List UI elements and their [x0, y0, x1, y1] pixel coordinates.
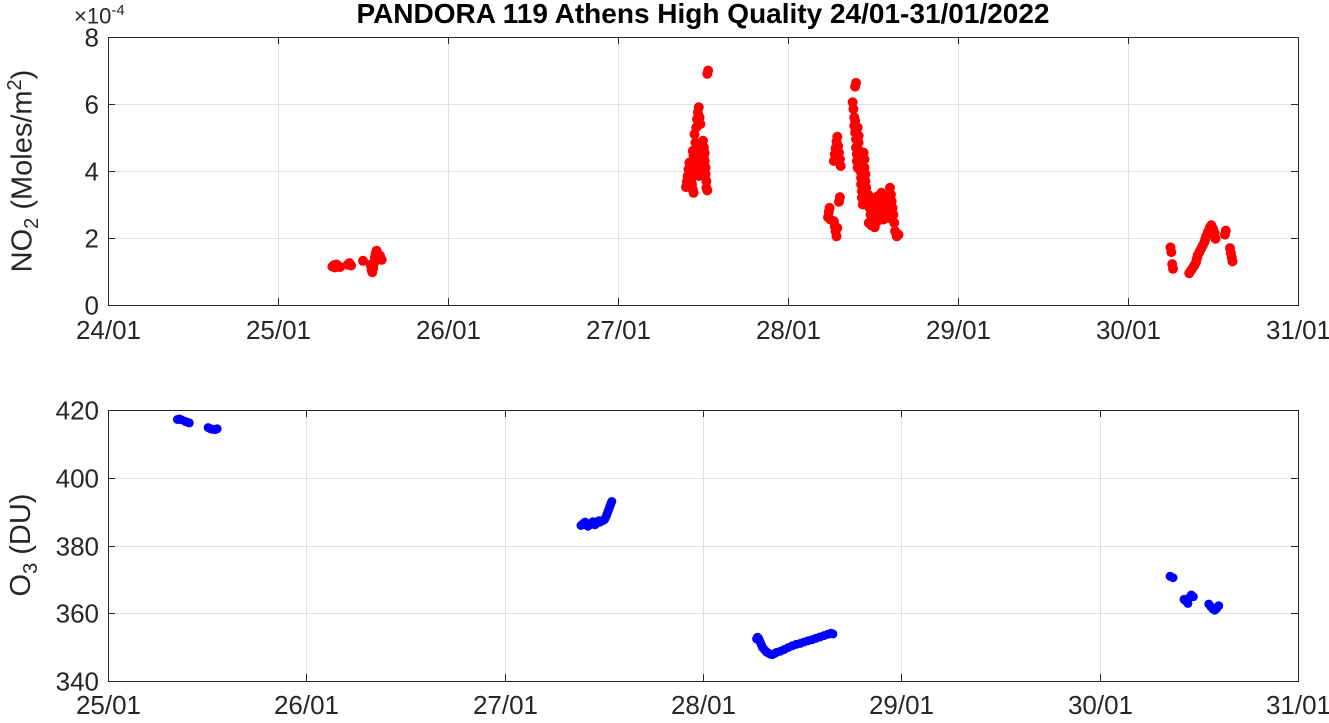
figure-title: PANDORA 119 Athens High Quality 24/01-31…: [356, 0, 1050, 29]
data-point: [607, 497, 617, 506]
y-tick-label: 360: [56, 599, 99, 629]
data-point: [832, 222, 843, 233]
x-tick-label: 28/01: [671, 690, 736, 720]
y-tick-label: 420: [56, 396, 99, 426]
data-point: [335, 262, 345, 273]
data-point: [1168, 263, 1178, 274]
data-point: [848, 104, 859, 114]
data-point: [1210, 233, 1221, 244]
data-point: [852, 122, 863, 133]
data-point: [346, 260, 357, 271]
data-point: [688, 187, 699, 198]
data-point: [832, 131, 843, 142]
y-tick-label: 340: [56, 667, 99, 697]
data-point: [1188, 592, 1198, 602]
x-tick-label: 31/01: [1266, 690, 1329, 720]
y-tick-label: 8: [85, 23, 99, 53]
x-tick-label: 24/01: [76, 315, 141, 345]
y-axis-exponent-label: ×10-4: [74, 2, 125, 29]
y-tick-label: 0: [85, 291, 99, 321]
x-tick-label: 29/01: [926, 315, 991, 345]
data-point: [690, 137, 701, 148]
x-tick-label: 27/01: [586, 315, 651, 345]
data-point: [1220, 225, 1231, 236]
x-tick-label: 25/01: [76, 690, 141, 720]
data-point: [893, 229, 904, 240]
axes-box: [108, 37, 1299, 306]
y-tick-label: 2: [85, 224, 99, 254]
o3-scatter-plot: 25/01 26/01 27/01 28/01 29/01 30/01 31/01 340 36…: [56, 396, 1329, 721]
x-tick-label: 30/01: [1068, 690, 1133, 720]
x-tick-label: 30/01: [1096, 315, 1161, 345]
no2-scatter-plot: 24/01 25/01 26/01 27/01 28/01 29/01 30/01 31/01…: [76, 23, 1329, 346]
exponent-power-text: -4: [111, 2, 125, 19]
data-point: [835, 161, 846, 171]
data-point: [831, 231, 842, 242]
data-point: [888, 209, 899, 220]
y-tick-label: 380: [56, 532, 99, 562]
x-tick-label: 28/01: [756, 315, 821, 345]
x-tick-label: 26/01: [416, 315, 481, 345]
data-point: [853, 137, 864, 148]
x-tick-label: 26/01: [274, 690, 339, 720]
x-tick-label: 27/01: [473, 690, 538, 720]
data-point: [693, 102, 704, 113]
axes-box: [108, 410, 1299, 682]
data-point: [702, 185, 713, 196]
data-point: [1166, 247, 1177, 258]
x-tick-label: 25/01: [246, 315, 311, 345]
data-point: [695, 119, 706, 130]
data-point: [703, 65, 714, 76]
data-point: [358, 255, 368, 266]
x-tick-label: 29/01: [869, 690, 934, 720]
data-point: [824, 202, 835, 213]
data-point: [834, 192, 845, 203]
data-point: [376, 254, 387, 265]
data-point: [1227, 256, 1238, 267]
data-point: [699, 147, 710, 158]
data-point: [851, 77, 861, 88]
y-tick-label: 6: [85, 90, 99, 120]
y-tick-label: 4: [85, 157, 99, 187]
data-point: [212, 424, 222, 434]
data-point: [828, 629, 838, 639]
data-point: [1214, 601, 1224, 611]
data-point: [889, 217, 900, 228]
data-point: [184, 418, 194, 428]
exponent-base-text: ×10: [74, 3, 112, 29]
data-point: [1168, 573, 1178, 583]
y-tick-label: 400: [56, 464, 99, 494]
data-point: [859, 154, 870, 165]
x-tick-label: 31/01: [1266, 315, 1329, 345]
data-point: [869, 222, 880, 233]
